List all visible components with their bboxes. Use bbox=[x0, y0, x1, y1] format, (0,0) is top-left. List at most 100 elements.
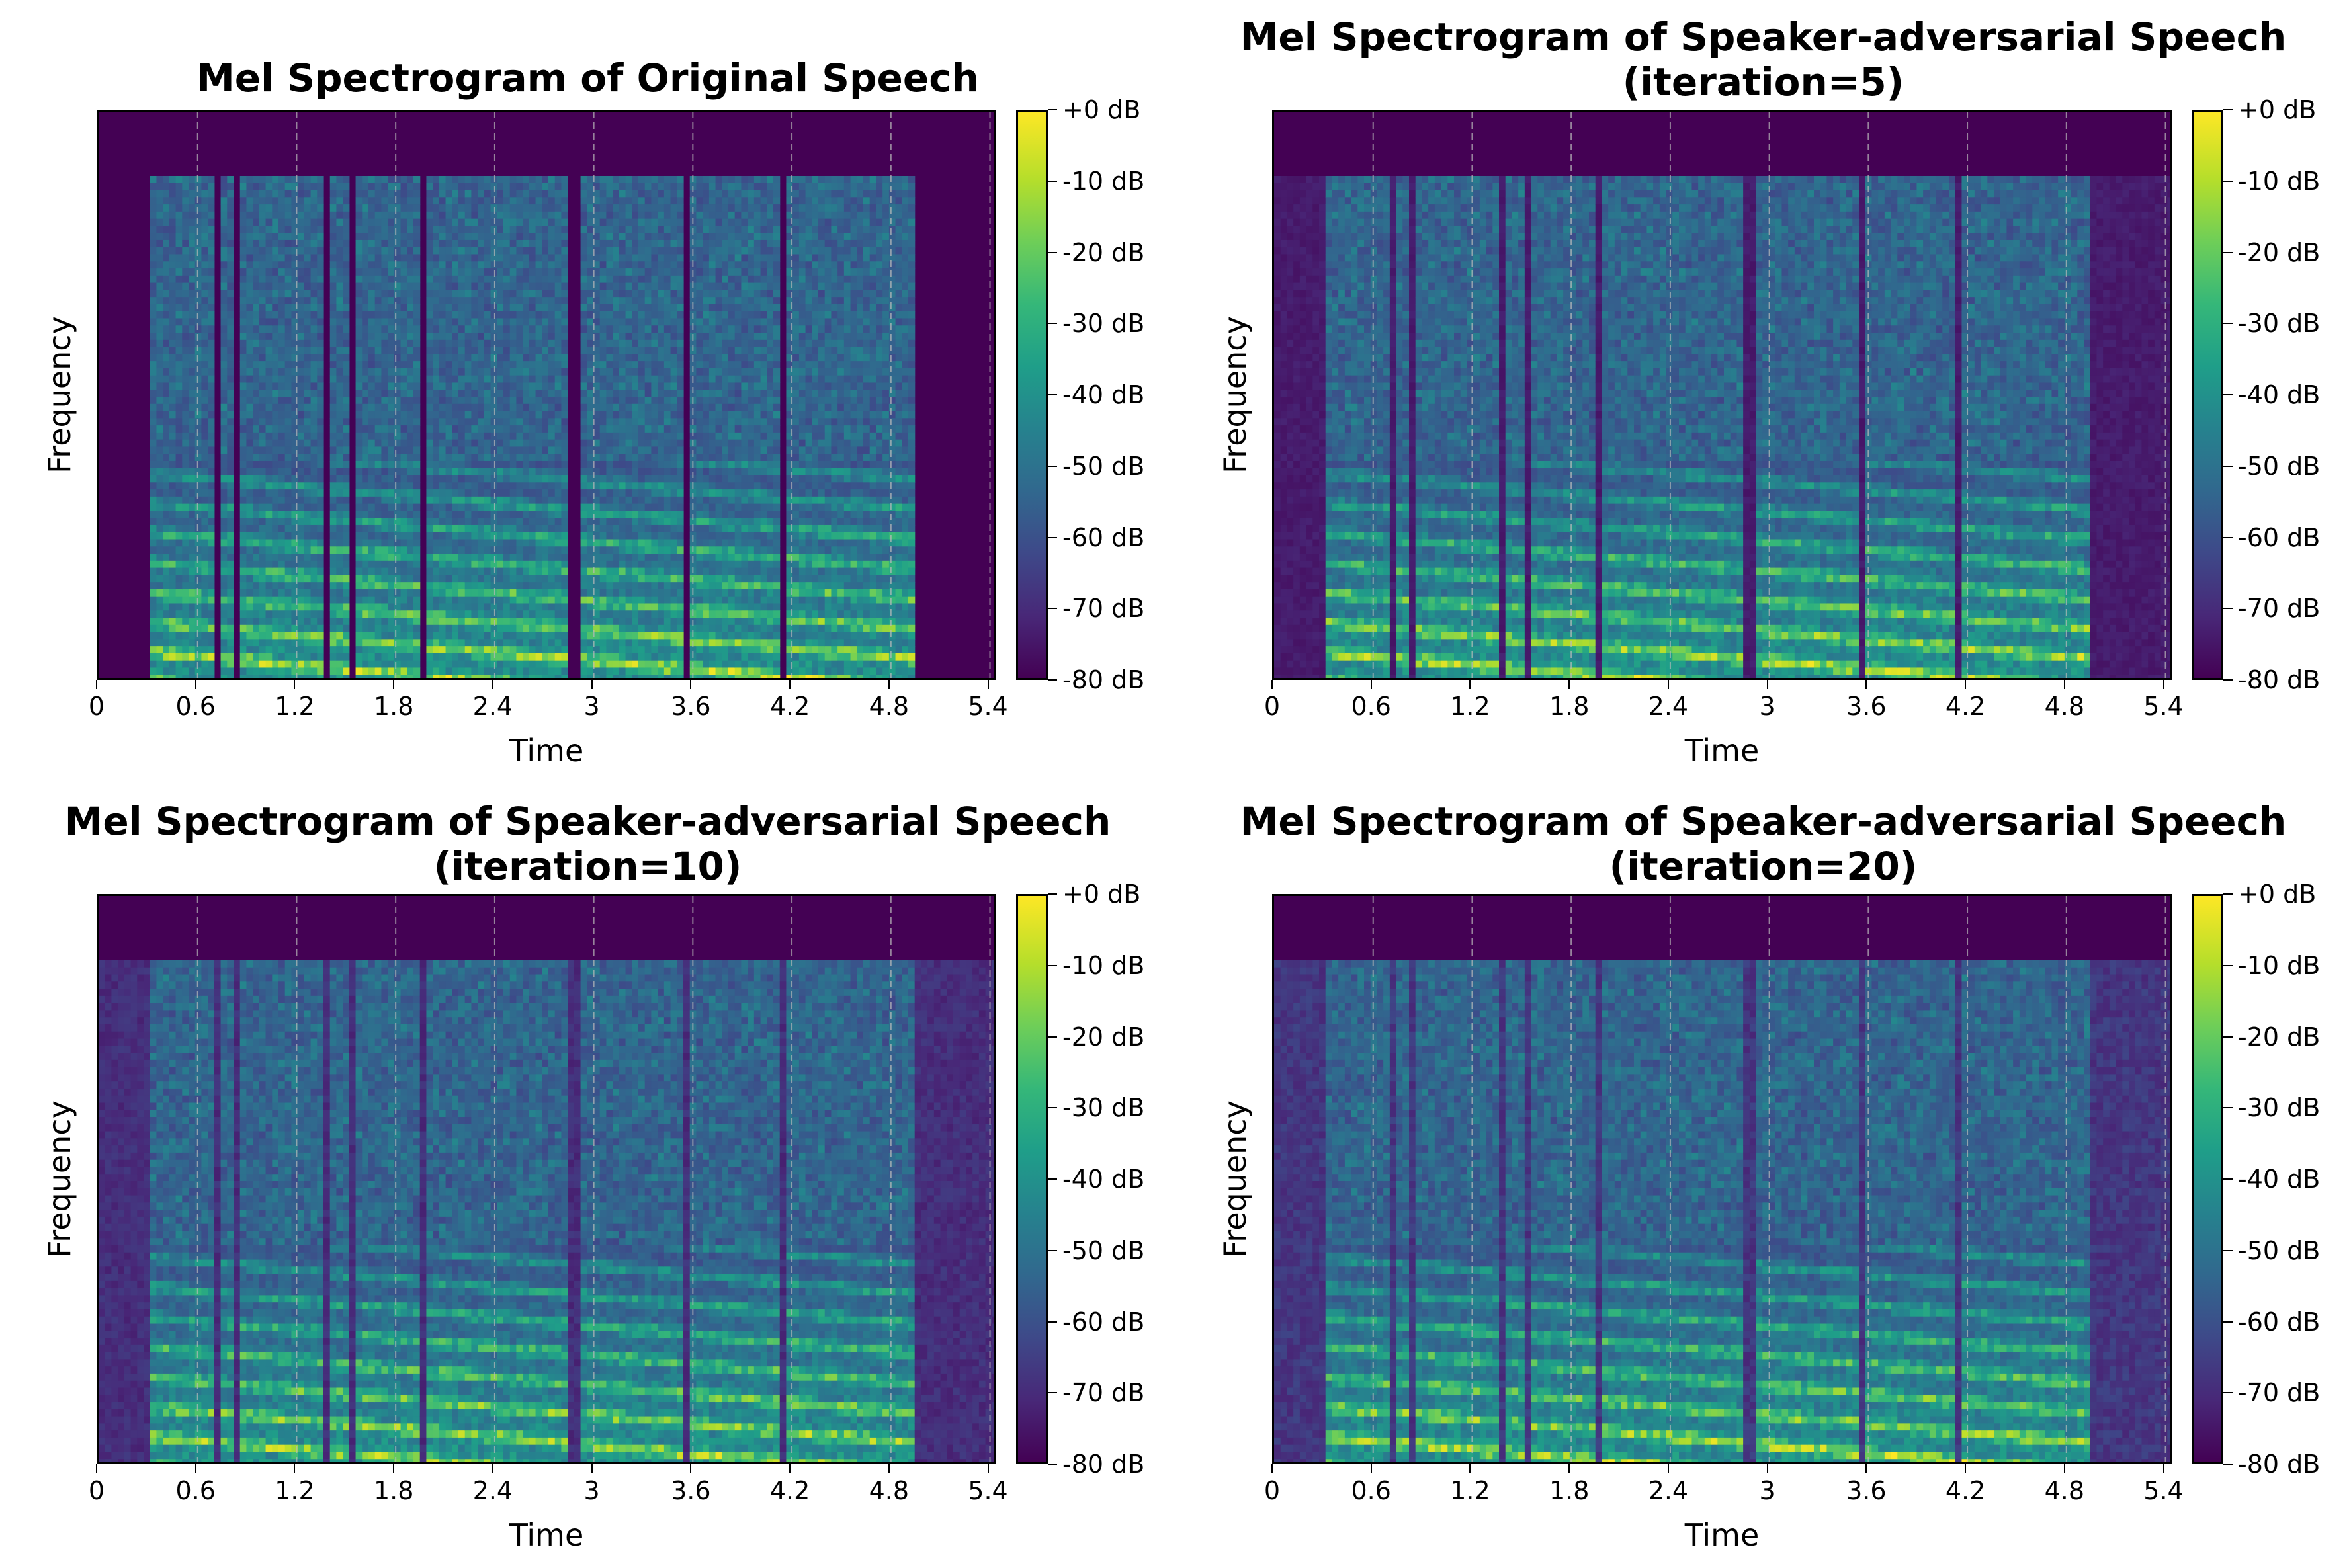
heatmap-cell bbox=[400, 567, 407, 575]
heatmap-cell bbox=[246, 660, 253, 669]
heatmap-cell bbox=[542, 290, 549, 298]
heatmap-cell bbox=[374, 546, 382, 554]
heatmap-cell bbox=[561, 439, 568, 448]
heatmap-cell bbox=[497, 190, 504, 198]
heatmap-cell bbox=[336, 596, 343, 604]
heatmap-cell bbox=[156, 454, 163, 462]
heatmap-cell bbox=[182, 254, 189, 262]
heatmap-cell bbox=[452, 347, 459, 354]
heatmap-cell bbox=[208, 268, 215, 276]
heatmap-cell bbox=[208, 175, 215, 184]
heatmap-cell bbox=[175, 418, 183, 426]
heatmap-cell bbox=[175, 667, 183, 675]
heatmap-cell bbox=[529, 304, 536, 312]
heatmap-cell bbox=[298, 425, 305, 433]
heatmap-cell bbox=[413, 532, 421, 540]
heatmap-cell bbox=[542, 247, 549, 255]
heatmap-cell bbox=[304, 567, 312, 575]
heatmap-cell bbox=[374, 339, 382, 348]
heatmap-cell bbox=[426, 361, 433, 369]
heatmap-cell bbox=[644, 261, 652, 269]
heatmap-cell bbox=[529, 511, 536, 518]
heatmap-cell bbox=[439, 318, 447, 326]
heatmap-cell bbox=[542, 347, 549, 354]
heatmap-cell bbox=[310, 539, 318, 547]
heatmap-cell bbox=[253, 632, 260, 640]
heatmap-cell bbox=[220, 290, 228, 298]
heatmap-cell bbox=[355, 589, 363, 597]
heatmap-cell bbox=[587, 282, 594, 290]
heatmap-cell bbox=[535, 183, 542, 191]
heatmap-cell bbox=[156, 511, 163, 518]
heatmap-cell bbox=[259, 361, 267, 369]
heatmap-cell bbox=[516, 403, 523, 412]
heatmap-cell bbox=[561, 675, 568, 678]
heatmap-cell bbox=[189, 624, 196, 633]
heatmap-cell bbox=[606, 275, 613, 284]
heatmap-cell bbox=[253, 675, 260, 678]
heatmap-cell bbox=[439, 624, 447, 633]
heatmap-cell bbox=[625, 524, 632, 533]
heatmap-cell bbox=[587, 496, 594, 505]
heatmap-cell bbox=[175, 610, 183, 618]
heatmap-cell bbox=[362, 546, 369, 554]
heatmap-cell bbox=[439, 468, 447, 476]
heatmap-cell bbox=[509, 653, 517, 661]
heatmap-cell bbox=[272, 475, 279, 483]
heatmap-cell bbox=[529, 211, 536, 220]
heatmap-cell bbox=[464, 397, 472, 405]
heatmap-cell bbox=[478, 325, 485, 333]
heatmap-cell bbox=[561, 653, 568, 661]
heatmap-cell bbox=[259, 560, 267, 569]
heatmap-cell bbox=[426, 425, 433, 433]
heatmap-cell bbox=[503, 268, 511, 276]
heatmap-cell bbox=[542, 261, 549, 269]
heatmap-cell bbox=[593, 390, 601, 397]
heatmap-cell bbox=[523, 639, 530, 647]
heatmap-cell bbox=[388, 575, 395, 583]
heatmap-cell bbox=[388, 403, 395, 412]
heatmap-cell bbox=[355, 211, 363, 220]
heatmap-cell bbox=[542, 333, 549, 341]
heatmap-cell bbox=[220, 432, 228, 440]
heatmap-cell bbox=[599, 539, 607, 547]
heatmap-cell bbox=[394, 639, 402, 647]
heatmap-cell bbox=[407, 489, 414, 497]
heatmap-cell bbox=[239, 261, 247, 269]
heatmap-cell bbox=[150, 197, 157, 205]
heatmap-cell bbox=[632, 304, 639, 312]
heatmap-cell bbox=[362, 475, 369, 483]
heatmap-cell bbox=[503, 546, 511, 554]
heatmap-cell bbox=[169, 197, 177, 205]
heatmap-cell bbox=[516, 653, 523, 661]
heatmap-cell bbox=[542, 653, 549, 661]
heatmap-cell bbox=[542, 418, 549, 426]
heatmap-cell bbox=[310, 403, 318, 412]
heatmap-cell bbox=[516, 318, 523, 326]
heatmap-cell bbox=[374, 603, 382, 611]
heatmap-cell bbox=[374, 511, 382, 518]
heatmap-cell bbox=[259, 304, 267, 312]
heatmap-cell bbox=[542, 190, 549, 198]
heatmap-cell bbox=[523, 325, 530, 333]
heatmap-cell bbox=[150, 639, 157, 647]
heatmap-cell bbox=[535, 589, 542, 597]
heatmap-cell bbox=[509, 368, 517, 376]
heatmap-cell bbox=[156, 339, 163, 348]
heatmap-cell bbox=[150, 454, 157, 462]
heatmap-cell bbox=[278, 589, 286, 597]
heatmap-cell bbox=[516, 454, 523, 462]
heatmap-cell bbox=[632, 325, 639, 333]
heatmap-cell bbox=[284, 675, 292, 678]
heatmap-cell bbox=[227, 425, 234, 433]
heatmap-cell bbox=[445, 560, 452, 569]
heatmap-cell bbox=[150, 297, 157, 305]
spectrogram-heatmap bbox=[150, 112, 991, 678]
heatmap-cell bbox=[304, 254, 312, 262]
heatmap-cell bbox=[284, 482, 292, 490]
heatmap-cell bbox=[355, 503, 363, 512]
heatmap-cell bbox=[503, 524, 511, 533]
heatmap-cell bbox=[478, 339, 485, 348]
heatmap-cell bbox=[413, 660, 421, 669]
heatmap-cell bbox=[381, 575, 388, 583]
